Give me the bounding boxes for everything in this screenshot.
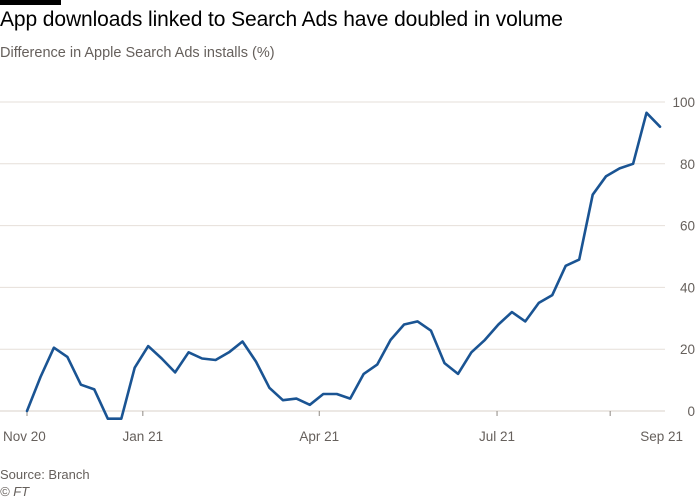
source-note: Source: Branch <box>0 467 90 482</box>
line-chart: 0 20 40 60 80 100 Nov 20 Jan 21 Apr 21 Jul 21 Sep … <box>0 95 695 444</box>
chart-subtitle: Difference in Apple Search Ads installs … <box>0 45 275 61</box>
ft-credit: © FT <box>0 484 30 499</box>
y-tick-label: 100 <box>672 95 695 110</box>
y-tick-label: 40 <box>680 280 695 295</box>
ft-top-bar <box>0 0 61 5</box>
x-tick-label: Sep 21 <box>640 429 683 444</box>
y-tick-label: 60 <box>680 219 695 234</box>
chart-title: App downloads linked to Search Ads have … <box>0 8 563 31</box>
series-line <box>25 111 662 421</box>
x-tick-label: Nov 20 <box>3 429 46 444</box>
y-tick-label: 80 <box>680 157 695 172</box>
y-tick-label: 0 <box>687 404 695 419</box>
x-tick-label: Apr 21 <box>299 429 339 444</box>
x-tick-label: Jan 21 <box>123 429 164 444</box>
x-tick-label: Jul 21 <box>479 429 515 444</box>
y-tick-label: 20 <box>680 342 695 357</box>
